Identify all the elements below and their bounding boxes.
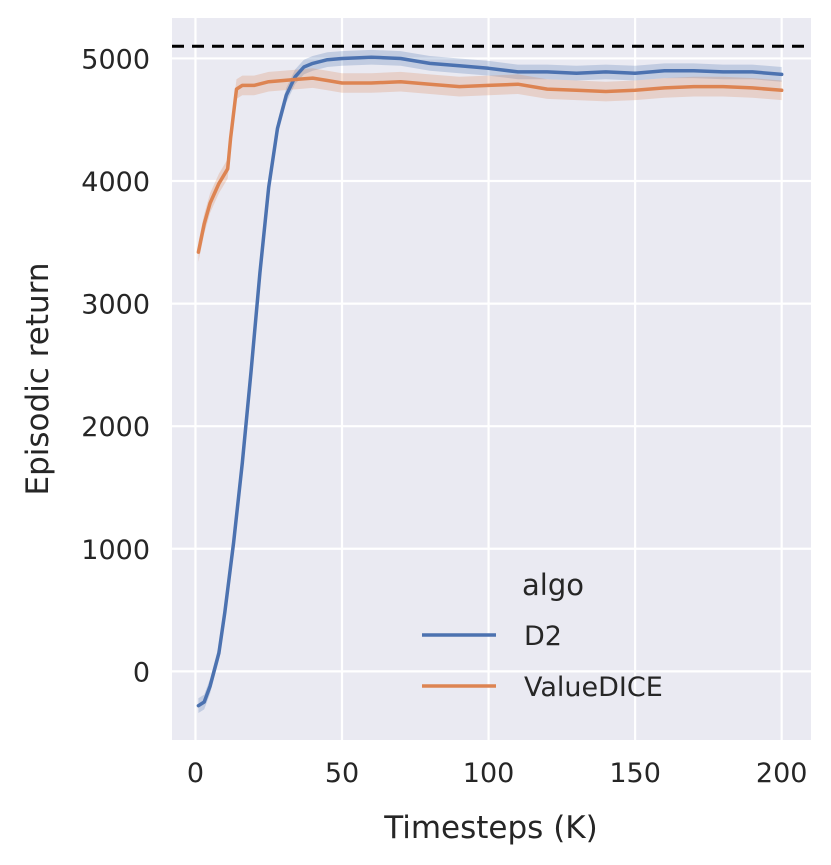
legend-label-valuedice: ValueDICE — [524, 672, 663, 703]
x-tick-labels: 0 50 100 150 200 — [187, 758, 808, 789]
series-lines — [196, 55, 784, 708]
y-tick-label: 5000 — [81, 44, 150, 75]
y-tick-label: 4000 — [81, 167, 150, 198]
x-tick-label: 100 — [463, 758, 515, 789]
series-line-valuedice — [196, 76, 784, 254]
grid-lines — [172, 18, 811, 740]
x-tick-label: 50 — [325, 758, 359, 789]
plot-background — [172, 18, 811, 740]
x-axis-label: Timesteps (K) — [383, 810, 597, 846]
y-tick-label: 2000 — [81, 412, 150, 443]
y-tick-label: 0 — [133, 657, 150, 688]
x-tick-label: 200 — [756, 758, 808, 789]
y-tick-label: 3000 — [81, 290, 150, 321]
y-tick-labels: 0 1000 2000 3000 4000 5000 — [81, 44, 150, 688]
y-axis-label: Episodic return — [20, 263, 56, 496]
series-line-d2 — [196, 55, 784, 708]
y-tick-label: 1000 — [81, 535, 150, 566]
legend: algo D2 ValueDICE — [422, 568, 663, 703]
x-tick-label: 0 — [187, 758, 204, 789]
x-tick-label: 150 — [609, 758, 661, 789]
legend-label-d2: D2 — [524, 621, 562, 652]
legend-title: algo — [522, 568, 584, 602]
